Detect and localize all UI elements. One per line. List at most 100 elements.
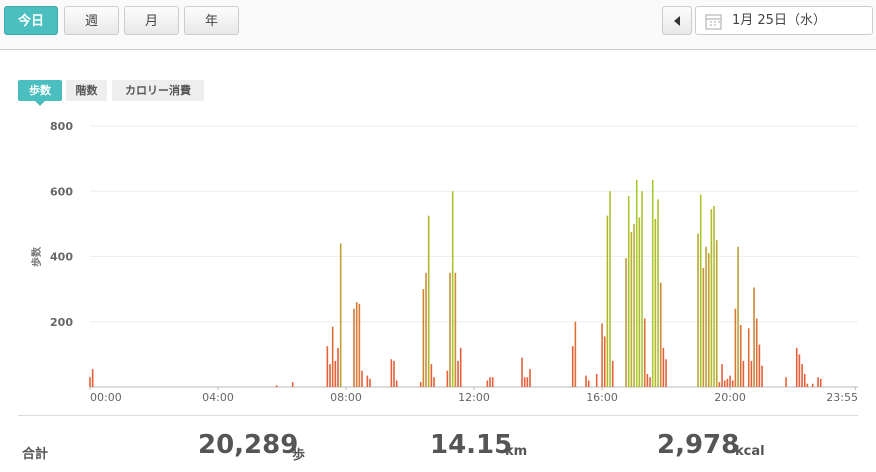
bar	[643, 318, 646, 387]
bar	[326, 346, 329, 387]
bar	[91, 369, 94, 387]
bar	[697, 233, 699, 387]
tab-month[interactable]: 月	[124, 6, 179, 35]
bar	[489, 377, 491, 387]
bar	[633, 223, 635, 387]
bar	[521, 357, 523, 387]
steps-unit: 歩	[292, 448, 306, 463]
bar	[630, 232, 633, 387]
bar	[742, 360, 745, 387]
bar	[801, 364, 803, 387]
bar	[433, 377, 435, 387]
bar	[587, 380, 590, 387]
tab-year[interactable]: 年	[184, 6, 239, 35]
bar	[358, 303, 361, 387]
bar	[585, 375, 587, 387]
metric-calories[interactable]: カロリー消費	[112, 80, 204, 101]
bar	[390, 359, 393, 387]
date-text: 1月 25日（水）	[732, 13, 826, 28]
prev-day[interactable]	[662, 6, 692, 35]
bar	[649, 377, 651, 387]
bar	[803, 373, 806, 387]
bar	[430, 364, 433, 387]
bar	[486, 380, 489, 387]
bar	[611, 360, 614, 387]
bar	[737, 246, 739, 387]
bar	[491, 377, 494, 387]
bar	[457, 360, 459, 387]
bar	[726, 378, 729, 387]
bar	[355, 302, 358, 387]
metric-floors[interactable]: 階数	[66, 80, 107, 101]
bar	[657, 199, 659, 387]
bar	[627, 196, 630, 387]
bar	[721, 364, 723, 387]
distance-total: 14.15	[430, 430, 513, 460]
bar	[603, 336, 606, 387]
bar	[339, 243, 342, 387]
bar	[710, 209, 713, 387]
tab-pointer	[34, 100, 46, 106]
bar	[819, 378, 822, 387]
bar	[427, 215, 430, 387]
bar	[419, 382, 422, 387]
x-tick-label: 20:00	[714, 391, 746, 404]
bar	[651, 179, 654, 387]
y-tick-label: 400	[50, 251, 73, 264]
bar	[526, 377, 529, 387]
bar	[707, 253, 710, 387]
y-tick-label: 200	[50, 316, 73, 329]
x-tick-label: 04:00	[202, 391, 234, 404]
bar	[729, 375, 731, 387]
bar	[659, 282, 662, 387]
bar	[817, 377, 819, 387]
bar	[702, 267, 705, 387]
x-tick-label: 12:00	[458, 391, 490, 404]
x-tick-label: 08:00	[330, 391, 362, 404]
bar	[609, 191, 611, 387]
bar	[331, 326, 334, 387]
bar	[739, 325, 742, 387]
y-axis-label: 歩数	[30, 246, 43, 267]
bar	[718, 382, 721, 387]
tab-week[interactable]: 週	[64, 6, 119, 35]
chart: 歩数 200 400 600 800 00:00 04:00 08:00 12:00 16:00…	[30, 120, 858, 404]
bar	[601, 323, 603, 387]
distance-unit: km	[505, 444, 528, 459]
bar	[795, 347, 798, 387]
bar	[665, 359, 667, 387]
x-tick-label: 16:00	[586, 391, 618, 404]
bar	[449, 272, 451, 387]
summary-divider	[18, 415, 858, 416]
x-tick-label: 00:00	[90, 391, 122, 404]
bar	[366, 375, 369, 387]
bar	[422, 289, 425, 387]
bar	[646, 373, 649, 387]
bar	[734, 308, 737, 387]
bar	[635, 179, 638, 387]
bar	[595, 373, 598, 387]
bar	[523, 377, 526, 387]
bar	[459, 347, 462, 387]
bar	[393, 360, 395, 387]
bar	[705, 246, 707, 387]
bar	[625, 258, 627, 387]
bar	[798, 354, 801, 387]
bar	[451, 191, 454, 387]
date-field[interactable]: 1月 25日（水）	[695, 6, 873, 35]
bar	[329, 364, 331, 387]
bar	[454, 272, 457, 387]
bar	[761, 365, 763, 387]
bar	[747, 328, 750, 387]
steps-total: 20,289	[198, 430, 299, 460]
bar	[369, 378, 371, 387]
bar	[806, 383, 809, 387]
tab-today[interactable]: 今日	[4, 6, 58, 35]
metric-steps[interactable]: 歩数	[18, 80, 62, 101]
bar	[755, 318, 758, 387]
y-tick-label: 800	[50, 120, 73, 133]
bar	[353, 308, 355, 387]
bar	[723, 380, 726, 387]
bar	[785, 377, 787, 387]
bar	[638, 217, 641, 387]
